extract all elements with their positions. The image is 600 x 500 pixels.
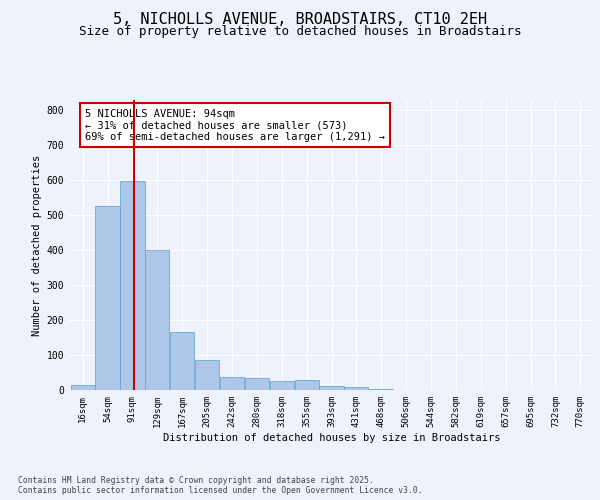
Bar [95,206,119,390]
Bar [121,182,145,390]
Bar [195,360,219,390]
Bar [220,378,244,390]
X-axis label: Distribution of detached houses by size in Broadstairs: Distribution of detached houses by size … [163,432,500,442]
Bar [295,380,319,390]
Text: Contains HM Land Registry data © Crown copyright and database right 2025.
Contai: Contains HM Land Registry data © Crown c… [18,476,422,495]
Bar [269,382,294,390]
Bar [170,332,194,390]
Text: 5, NICHOLLS AVENUE, BROADSTAIRS, CT10 2EH: 5, NICHOLLS AVENUE, BROADSTAIRS, CT10 2E… [113,12,487,28]
Bar [245,378,269,390]
Bar [71,385,95,390]
Text: Size of property relative to detached houses in Broadstairs: Size of property relative to detached ho… [79,25,521,38]
Text: 5 NICHOLLS AVENUE: 94sqm
← 31% of detached houses are smaller (573)
69% of semi-: 5 NICHOLLS AVENUE: 94sqm ← 31% of detach… [85,108,385,142]
Y-axis label: Number of detached properties: Number of detached properties [32,154,43,336]
Bar [369,389,394,390]
Bar [319,386,344,390]
Bar [145,250,169,390]
Bar [344,386,368,390]
